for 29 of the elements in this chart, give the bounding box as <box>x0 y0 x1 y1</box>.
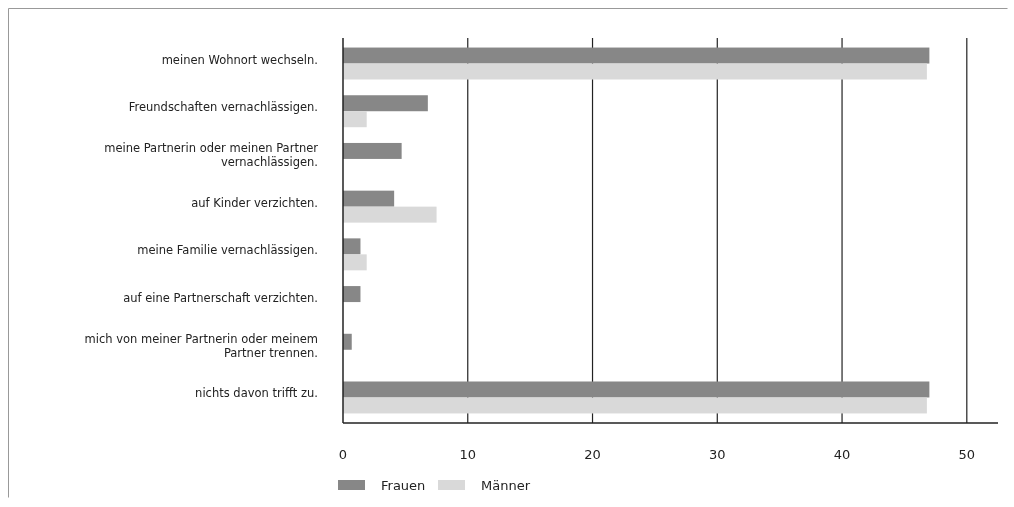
x-tick-label: 20 <box>584 447 601 462</box>
bar <box>343 206 437 223</box>
bar <box>343 63 927 80</box>
x-tick-label: 10 <box>459 447 477 462</box>
bar <box>343 190 395 207</box>
bar <box>343 111 367 128</box>
bar <box>343 47 930 64</box>
x-tick-label: 30 <box>709 447 726 462</box>
y-tick-label: auf Kinder verzichten. <box>191 195 318 210</box>
bar <box>343 381 930 398</box>
y-tick-label: meine Familie vernachlässigen. <box>137 243 318 258</box>
bar <box>343 397 927 414</box>
bar <box>343 142 402 159</box>
y-tick-label: auf eine Partnerschaft verzichten. <box>123 291 318 306</box>
bar <box>343 238 361 255</box>
legend-label: Männer <box>481 478 531 493</box>
bar <box>343 254 367 271</box>
y-tick-label: nichts davon trifft zu. <box>195 386 318 401</box>
y-tick-label: meinen Wohnort wechseln. <box>161 52 318 67</box>
x-tick-label: 0 <box>338 447 348 462</box>
y-tick-label: meine Partnerin oder meinen Partner vernachlässigen. <box>104 140 319 169</box>
bar <box>343 95 428 112</box>
bar <box>343 333 352 350</box>
y-tick-label: Freundschaften vernachlässigen. <box>128 100 318 115</box>
x-tick-label: 50 <box>958 447 976 462</box>
x-tick-label: 40 <box>833 447 851 462</box>
y-tick-label: mich von meiner Partnerin oder meinem Partner trennen. <box>84 331 318 360</box>
bar <box>343 286 361 303</box>
legend-label: Frauen <box>381 478 426 493</box>
